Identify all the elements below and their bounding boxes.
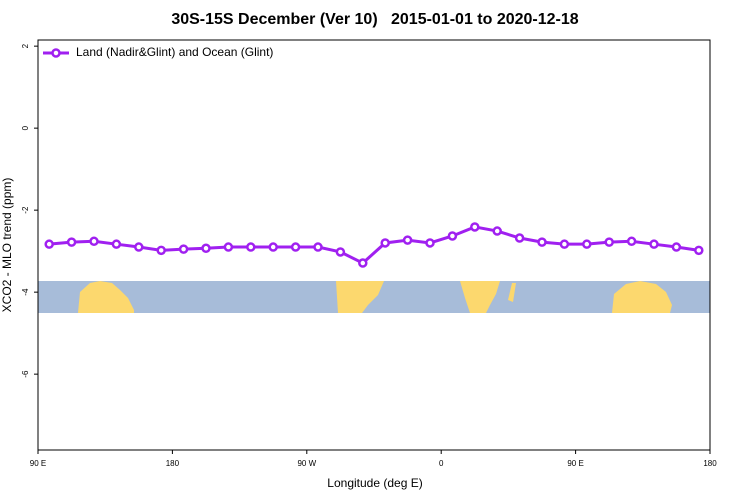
map-band xyxy=(38,281,710,313)
x-tick-label: 0 xyxy=(439,459,444,468)
data-point xyxy=(134,242,144,252)
land xyxy=(460,281,500,313)
data-point xyxy=(537,237,547,247)
data-point xyxy=(290,242,301,252)
data-point xyxy=(492,226,502,236)
data-point xyxy=(201,243,211,254)
data-point xyxy=(582,239,592,249)
data-point xyxy=(626,236,637,247)
chart-title: 30S-15S December (Ver 10) 2015-01-01 to … xyxy=(171,11,578,28)
data-point xyxy=(470,222,480,232)
x-tick-label: 90 E xyxy=(567,459,583,468)
y-tick-label: 0 xyxy=(21,125,30,130)
x-tick-label: 180 xyxy=(166,459,180,468)
legend-marker xyxy=(51,48,61,58)
data-point xyxy=(313,242,323,252)
data-point xyxy=(425,238,435,248)
data-point xyxy=(402,235,413,245)
plot-frame xyxy=(37,39,711,451)
x-tick-label: 90 W xyxy=(297,459,316,468)
y-axis-label: XCO2 - MLO trend (ppm) xyxy=(0,178,14,313)
data-point xyxy=(694,245,704,256)
data-point xyxy=(268,242,278,252)
x-tick-label: 180 xyxy=(703,459,717,468)
data-point xyxy=(649,239,659,249)
data-point xyxy=(335,247,346,257)
y-tick-label: 2 xyxy=(21,43,30,48)
data-point xyxy=(514,233,525,243)
data-point xyxy=(380,238,390,248)
data-point xyxy=(447,231,458,241)
x-axis-label: Longitude (deg E) xyxy=(327,476,422,490)
data-point xyxy=(66,237,77,247)
y-tick-label: -2 xyxy=(21,206,30,214)
data-point xyxy=(89,236,99,247)
data-point xyxy=(604,237,614,247)
data-point xyxy=(178,244,189,254)
data-point xyxy=(671,242,682,252)
y-tick-label: -4 xyxy=(21,288,30,296)
data-point xyxy=(156,245,166,256)
land xyxy=(78,281,134,313)
data-point xyxy=(44,239,54,249)
land xyxy=(508,283,516,302)
series-line xyxy=(49,225,700,265)
legend: Land (Nadir&Glint) and Ocean (Glint) xyxy=(43,45,273,59)
data-point xyxy=(246,242,256,252)
data-point xyxy=(111,239,122,249)
land xyxy=(336,281,384,313)
legend-label: Land (Nadir&Glint) and Ocean (Glint) xyxy=(76,45,273,59)
y-tick-label: -6 xyxy=(21,370,30,378)
data-point xyxy=(358,258,368,268)
land xyxy=(612,281,672,313)
data-point xyxy=(223,242,234,252)
x-tick-label: 90 E xyxy=(30,459,46,468)
data-point xyxy=(559,239,570,249)
